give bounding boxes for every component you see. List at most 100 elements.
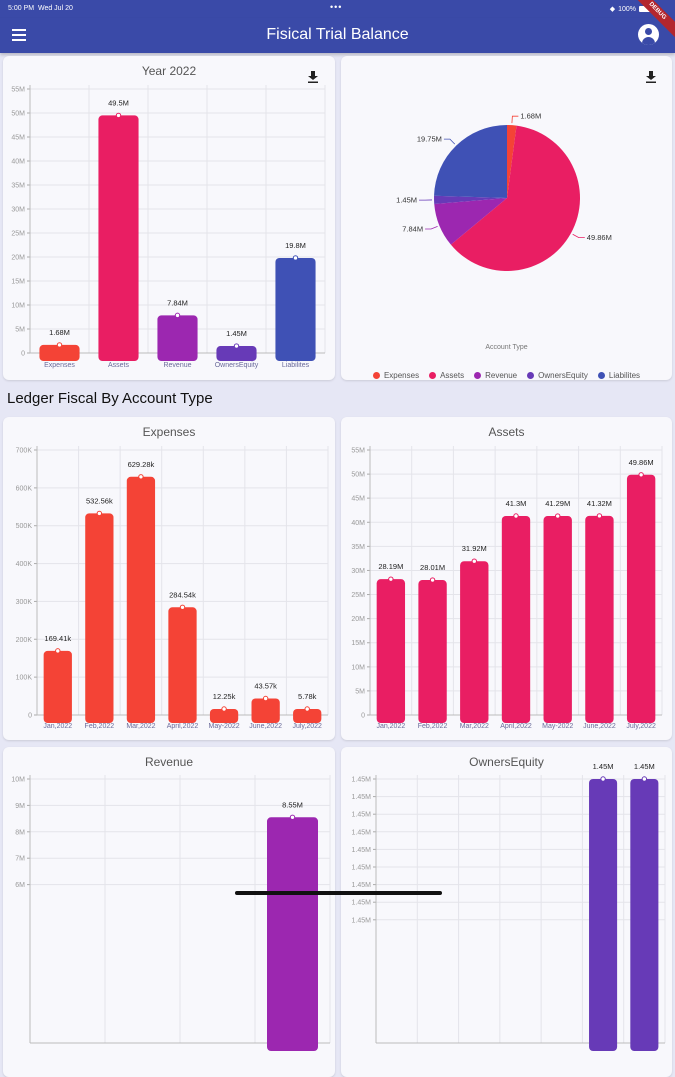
y-tick-label: 25M [11,231,25,238]
legend-marker-icon [373,372,380,379]
data-label: 41.32M [587,499,612,508]
bar-marker [597,514,601,518]
x-tick-label: Feb,2022 [418,723,448,730]
y-tick-label: 15M [11,279,25,286]
bar [544,516,572,723]
y-tick-label: 35M [351,544,365,551]
legend-marker-icon [474,372,481,379]
bar-marker [430,578,434,582]
legend-item-expenses[interactable]: Expenses [373,371,419,380]
year-bar-chart: 05M10M15M20M25M30M35M40M45M50M55MExpense… [3,56,335,380]
y-tick-label: 50M [351,472,365,479]
data-label: 5.78k [298,692,317,701]
data-label: 1.45M [226,329,247,338]
y-tick-label: 400K [16,561,33,568]
y-tick-label: 8M [15,829,25,836]
data-label: 284.54k [169,590,196,599]
home-indicator[interactable] [235,891,442,895]
x-tick-label: Jan,2022 [43,723,72,730]
y-tick-label: 100K [16,675,33,682]
y-tick-label: 10M [11,777,25,784]
bar-marker [263,696,267,700]
bar [377,579,405,723]
pie-data-label: 19.75M [417,135,442,144]
y-tick-label: 20M [351,616,365,623]
y-tick-label: 1.45M [352,900,372,907]
account-circle-icon[interactable] [638,24,659,45]
y-tick-label: 40M [11,159,25,166]
bar [157,315,197,361]
pie-data-label: 7.84M [402,225,423,234]
bar [44,651,72,723]
bar-marker [293,256,297,260]
legend-title: Account Type [341,344,672,351]
y-tick-label: 45M [11,135,25,142]
section-title: Ledger Fiscal By Account Type [7,390,213,407]
bar-marker [97,511,101,515]
data-label: 31.92M [462,544,487,553]
legend-item-owners-equity[interactable]: OwnersEquity [527,371,588,380]
y-tick-label: 25M [351,592,365,599]
x-tick-label: Expenses [44,362,75,369]
legend-item-revenue[interactable]: Revenue [474,371,517,380]
bar [585,516,613,723]
legend-label: OwnersEquity [538,371,588,380]
y-tick-label: 5M [15,327,25,334]
legend-item-liabilities[interactable]: Liabilites [598,371,640,380]
bar [252,699,280,723]
data-label: 532.56k [86,496,113,505]
bar-marker [514,514,518,518]
x-tick-label: Mar,2022 [126,723,155,730]
bar-marker [222,707,226,711]
bar-marker [556,514,560,518]
legend-item-assets[interactable]: Assets [429,371,464,380]
x-tick-label: July,2022 [292,723,322,730]
pie-leader-line [425,226,437,229]
y-tick-label: 20M [11,255,25,262]
bar [85,513,113,723]
multitask-dots[interactable]: ••• [330,2,342,12]
y-tick-label: 200K [16,637,33,644]
data-label: 28.01M [420,563,445,572]
bar-marker [639,473,643,477]
data-label: 8.55M [282,800,303,809]
y-tick-label: 700K [16,448,33,455]
y-tick-label: 1.45M [352,812,372,819]
y-tick-label: 30M [351,568,365,575]
bar-marker [305,707,309,711]
bar [267,817,318,1051]
y-tick-label: 40M [351,520,365,527]
bar-marker [56,649,60,653]
bar-marker [472,559,476,563]
legend-label: Revenue [485,371,517,380]
pie-data-label: 1.68M [520,112,541,121]
bar-marker [116,113,120,117]
bar [502,516,530,723]
status-bar: 5:00 PM Wed Jul 20 ••• ◆ 100% [0,0,675,18]
data-label: 7.84M [167,298,188,307]
x-tick-label: May-2022 [209,723,240,730]
page-title: Fisical Trial Balance [0,26,675,44]
y-tick-label: 0 [28,713,32,720]
y-tick-label: 5M [355,688,365,695]
bar-marker [139,475,143,479]
y-tick-label: 1.45M [352,794,372,801]
bar-marker [175,313,179,317]
pie-legend: Expenses Assets Revenue OwnersEquity Lia… [341,371,672,380]
data-label: 629.28k [128,460,155,469]
bar [627,475,655,723]
bar [630,779,658,1051]
x-tick-label: July,2022 [626,723,656,730]
y-tick-label: 0 [361,713,365,720]
y-tick-label: 600K [16,485,33,492]
pie-data-label: 49.86M [587,233,612,242]
bar-marker [234,344,238,348]
y-tick-label: 10M [351,664,365,671]
x-tick-label: Jan,2022 [376,723,405,730]
pie-leader-line [573,234,585,237]
